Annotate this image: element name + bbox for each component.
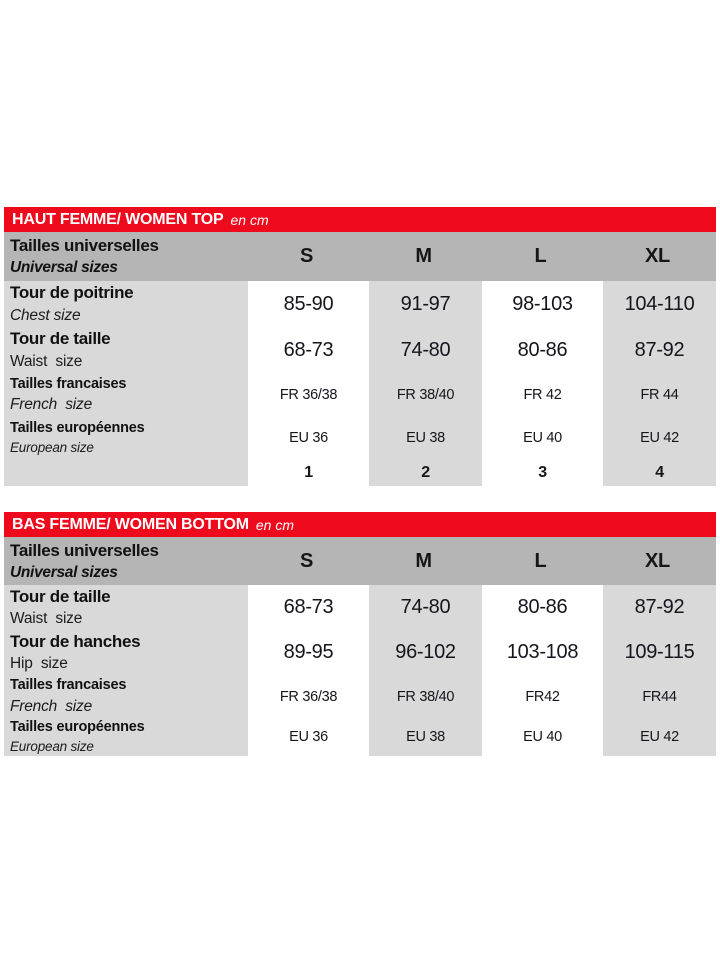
row-label-empty (4, 459, 248, 486)
cell-value: 1 (252, 459, 365, 486)
row-label-fr: Tailles européennes (10, 419, 145, 436)
column-header-s: S (299, 549, 314, 572)
table-row: Tailles francaises French size FR 36/38 … (4, 373, 716, 417)
cell-value: 68-73 (252, 585, 365, 630)
row-label: Tailles francaises French size (4, 373, 248, 417)
cell-value: 3 (486, 459, 599, 486)
table-title: HAUT FEMME/ WOMEN TOP (12, 210, 224, 228)
cell-value: FR44 (603, 675, 716, 718)
cell-value: 109-115 (603, 630, 716, 675)
corner-cell: Tailles universelles Universal sizes (4, 236, 248, 277)
row-label-en: European size (10, 439, 94, 455)
row-label-fr: Tour de hanches (10, 631, 141, 651)
row-label-en: Chest size (10, 306, 81, 324)
cell-value: FR 44 (603, 373, 716, 417)
cell-value: 91-97 (369, 281, 482, 327)
cell-value: FR 38/40 (369, 373, 482, 417)
cell-value: 103-108 (486, 630, 599, 675)
cell-value: 96-102 (369, 630, 482, 675)
cell-value: 80-86 (486, 585, 599, 630)
row-label: Tour de poitrine Chest size (4, 281, 248, 327)
cell-value: EU 40 (486, 718, 599, 756)
table-row: 1 2 3 4 (4, 459, 716, 486)
corner-line-fr: Tailles universelles (10, 540, 159, 560)
cell-value: FR 36/38 (252, 373, 365, 417)
row-label-en: Hip size (10, 655, 68, 673)
table-row: Tailles francaises French size FR 36/38 … (4, 675, 716, 718)
cell-value: FR 36/38 (252, 675, 365, 718)
column-header-m: M (415, 549, 432, 572)
column-header-xl: XL (645, 245, 670, 267)
cell-value: FR42 (486, 675, 599, 718)
row-label-fr: Tailles francaises (10, 375, 127, 392)
corner-line-en: Universal sizes (10, 563, 118, 581)
cell-value: 87-92 (603, 585, 716, 630)
row-label: Tailles européennes European size (4, 718, 248, 756)
row-label-fr: Tailles francaises (10, 677, 127, 693)
women-top-header-bar: HAUT FEMME/ WOMEN TOP en cm (4, 207, 716, 232)
table-unit: en cm (255, 516, 294, 533)
women-bottom-column-header-row: Tailles universelles Universal sizes S M… (4, 537, 716, 585)
cell-value: 85-90 (252, 281, 365, 327)
cell-value: EU 38 (369, 417, 482, 459)
row-label: Tour de hanches Hip size (4, 630, 248, 675)
cell-value: 68-73 (252, 327, 365, 373)
table-row: Tailles européennes European size EU 36 … (4, 718, 716, 756)
women-bottom-table: BAS FEMME/ WOMEN BOTTOM en cm Tailles un… (4, 512, 716, 756)
table-row: Tailles européennes European size EU 36 … (4, 417, 716, 459)
row-label-fr: Tour de taille (10, 329, 111, 349)
cell-value: 74-80 (369, 585, 482, 630)
cell-value: EU 36 (252, 417, 365, 459)
cell-value: 74-80 (369, 327, 482, 373)
corner-line-fr: Tailles universelles (10, 236, 159, 255)
women-top-table: HAUT FEMME/ WOMEN TOP en cm Tailles univ… (4, 207, 716, 486)
column-header-s: S (299, 245, 314, 267)
column-header-m: M (415, 245, 432, 267)
cell-value: 104-110 (603, 281, 716, 327)
cell-value: 80-86 (486, 327, 599, 373)
cell-value: 98-103 (486, 281, 599, 327)
table-row: Tour de hanches Hip size 89-95 96-102 10… (4, 630, 716, 675)
cell-value: FR 38/40 (369, 675, 482, 718)
cell-value: EU 40 (486, 417, 599, 459)
column-header-xl: XL (645, 549, 670, 572)
cell-value: 2 (369, 459, 482, 486)
row-label-en: French size (10, 697, 93, 715)
corner-cell: Tailles universelles Universal sizes (4, 541, 248, 582)
row-label: Tailles francaises French size (4, 675, 248, 718)
table-title: BAS FEMME/ WOMEN BOTTOM (12, 515, 249, 533)
corner-line-en: Universal sizes (10, 259, 118, 276)
row-label-en: French size (10, 396, 93, 414)
row-label-en: European size (10, 738, 94, 754)
row-label-en: Waist size (10, 352, 83, 370)
table-row: Tour de taille Waist size 68-73 74-80 80… (4, 327, 716, 373)
cell-value: EU 36 (252, 718, 365, 756)
row-label-fr: Tailles européennes (10, 718, 145, 735)
cell-value: EU 38 (369, 718, 482, 756)
cell-value: EU 42 (603, 417, 716, 459)
row-label: Tailles européennes European size (4, 417, 248, 459)
table-row: Tour de taille Waist size 68-73 74-80 80… (4, 585, 716, 630)
row-label-fr: Tour de taille (10, 586, 111, 606)
table-row: Tour de poitrine Chest size 85-90 91-97 … (4, 281, 716, 327)
cell-value: 4 (603, 459, 716, 486)
women-bottom-header-bar: BAS FEMME/ WOMEN BOTTOM en cm (4, 512, 716, 537)
column-header-l: L (534, 245, 547, 267)
cell-value: 87-92 (603, 327, 716, 373)
women-top-column-header-row: Tailles universelles Universal sizes S M… (4, 232, 716, 281)
cell-value: 89-95 (252, 630, 365, 675)
row-label-en: Waist size (10, 610, 83, 628)
row-label: Tour de taille Waist size (4, 585, 248, 630)
column-header-l: L (534, 549, 547, 572)
cell-value: FR 42 (486, 373, 599, 417)
row-label: Tour de taille Waist size (4, 327, 248, 373)
row-label-fr: Tour de poitrine (10, 283, 134, 303)
cell-value: EU 42 (603, 718, 716, 756)
table-unit: en cm (230, 211, 269, 228)
